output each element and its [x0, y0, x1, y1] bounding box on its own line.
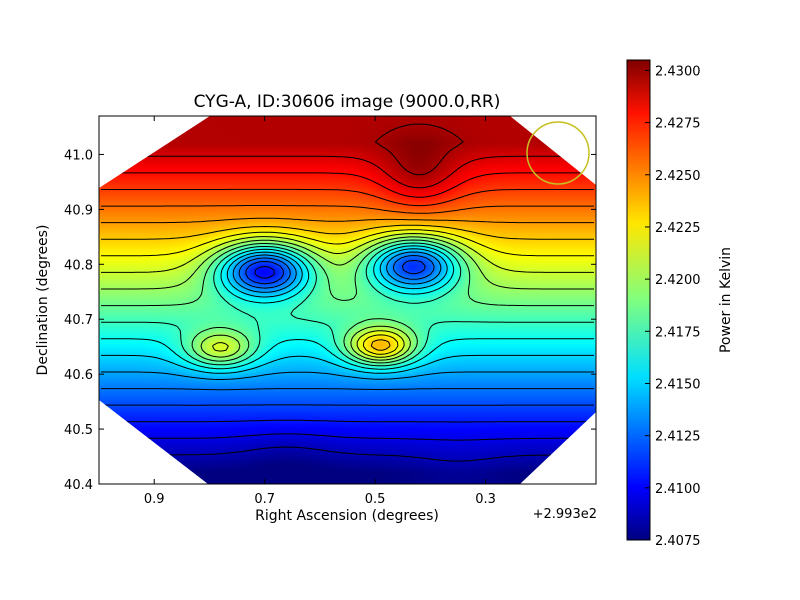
contour-line [101, 242, 594, 367]
contour-line [101, 236, 594, 361]
colorbar-label: Power in Kelvin [718, 247, 734, 353]
x-tick-label: 0.3 [475, 492, 496, 507]
y-axis-ticks: 41.0 40.9 40.8 40.7 40.6 40.5 40.4 [64, 148, 596, 493]
y-axis-label: Declination (degrees) [35, 225, 51, 376]
colorbar-tick-label: 2.4100 [655, 482, 701, 497]
colorbar-tick-label: 2.4250 [655, 169, 701, 184]
colorbar-tick-label: 2.4175 [655, 325, 701, 340]
y-tick-label: 40.5 [64, 423, 93, 438]
contour-lines [101, 123, 594, 462]
contour-line [101, 205, 594, 214]
colorbar-ticks: 2.4075 2.4100 2.4125 2.4150 2.4175 2.4200 2.42… [645, 64, 701, 549]
plot-area [98, 115, 597, 485]
contour-line [101, 245, 594, 370]
contour-line [101, 251, 594, 380]
y-tick-label: 40.7 [64, 313, 93, 328]
contour-line [101, 188, 594, 207]
x-axis-ticks: 0.9 0.7 0.5 0.3 [144, 116, 496, 507]
colorbar: 2.4075 2.4100 2.4125 2.4150 2.4175 2.4200 2.42… [626, 59, 734, 549]
colorbar-tick-label: 2.4200 [655, 273, 701, 288]
contour-line [101, 260, 594, 406]
colorbar-tick-label: 2.4275 [655, 117, 701, 132]
y-tick-label: 40.4 [64, 478, 93, 493]
contour-line [101, 266, 594, 423]
plot-frame [98, 115, 597, 485]
beam-circle [526, 121, 590, 185]
contour-line [374, 123, 464, 176]
colorbar-tick-label: 2.4150 [655, 377, 701, 392]
contour-line [101, 255, 594, 391]
colorbar-tick-label: 2.4225 [655, 221, 701, 236]
x-tick-label: 0.5 [365, 492, 386, 507]
x-axis-label: Right Ascension (degrees) [255, 508, 439, 524]
y-tick-label: 41.0 [64, 148, 93, 163]
x-tick-label: 0.9 [144, 492, 165, 507]
contour-line [101, 248, 594, 374]
contour-line [101, 224, 594, 351]
chart-title: CYG-A, ID:30606 image (9000.0,RR) [194, 92, 501, 112]
contour-line [101, 233, 594, 358]
contour-line [101, 217, 594, 224]
contour-line [101, 229, 594, 355]
y-tick-label: 40.9 [64, 203, 93, 218]
colorbar-tick-label: 2.4125 [655, 430, 701, 445]
colorbar-tick-label: 2.4075 [655, 534, 701, 549]
x-offset-label: +2.993e2 [533, 507, 597, 522]
colorbar-gradient [626, 59, 651, 541]
colorbar-tick-label: 2.4300 [655, 64, 701, 79]
y-tick-label: 40.6 [64, 368, 93, 383]
y-tick-label: 40.8 [64, 258, 93, 273]
x-tick-label: 0.7 [254, 492, 275, 507]
contour-line [101, 239, 594, 364]
